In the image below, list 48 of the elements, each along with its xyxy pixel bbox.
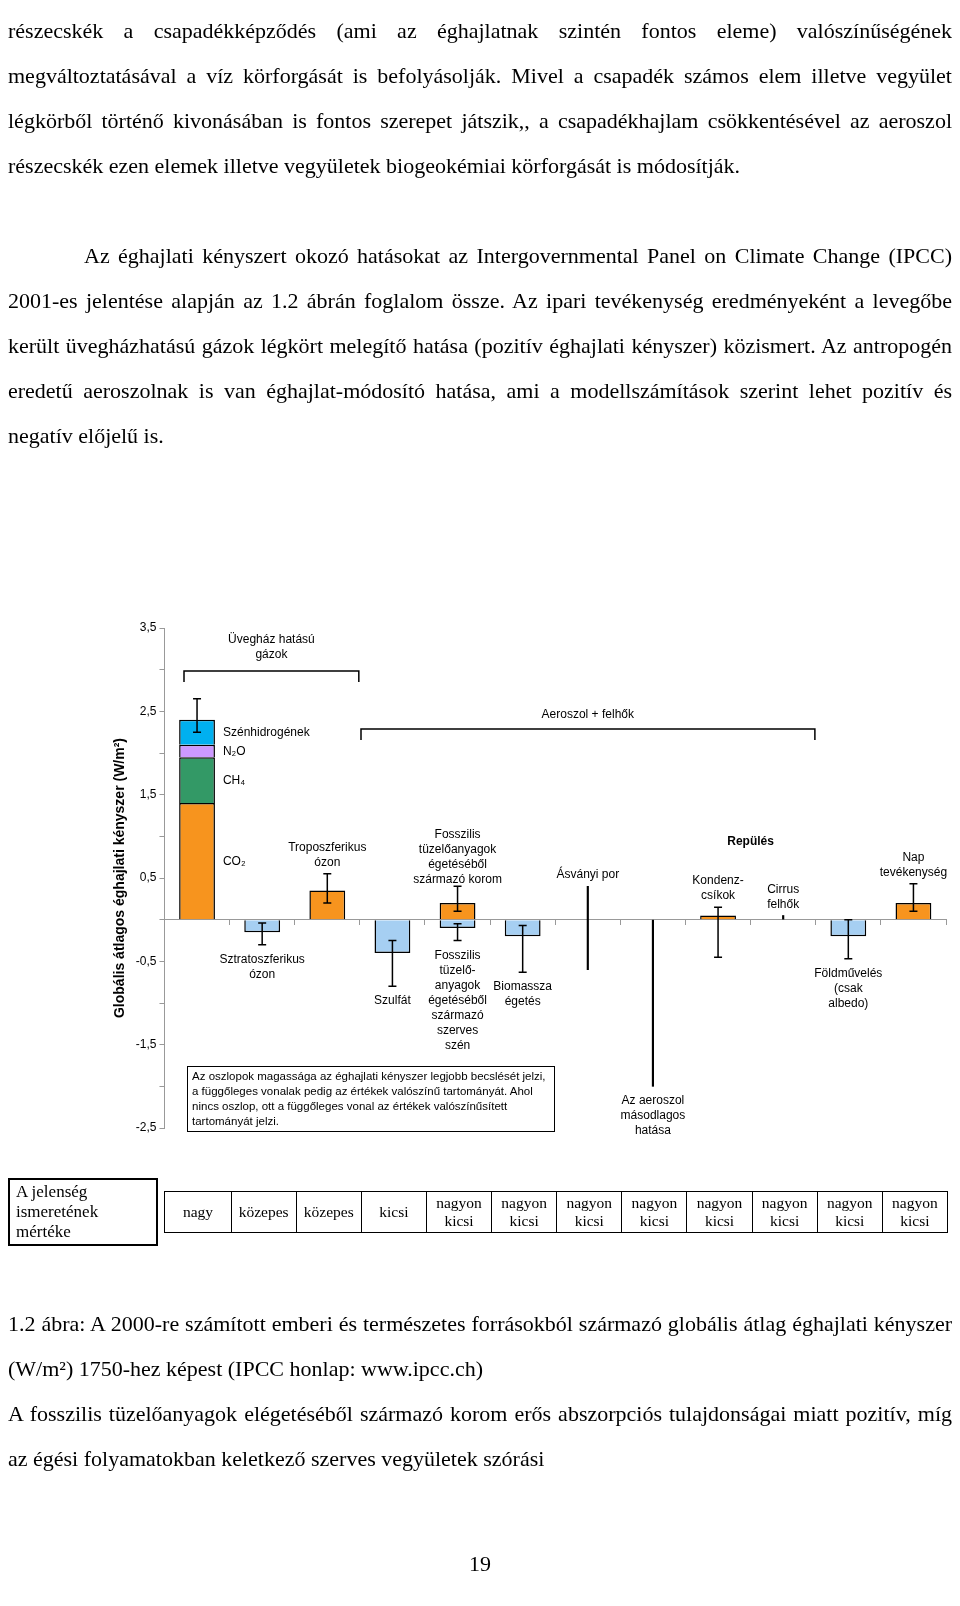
text: nagy [181, 1202, 215, 1222]
text: Fosszilis tüzelő-anyagok égetéséből származó szerves szén [428, 947, 487, 1052]
text: nagyon kicsi [425, 1192, 492, 1232]
text: nagyon kicsi [556, 1192, 622, 1232]
text: kicsi [360, 1192, 426, 1232]
bar [651, 919, 655, 1087]
annotation: Üvegház hatású gázok [227, 631, 316, 662]
y-axis-title: Globális átlagos éghajlati kényszer (W/m²) [111, 737, 128, 1019]
y-tick-label: -1,5 [135, 1036, 157, 1051]
bar [586, 886, 589, 970]
x-tick-label: Az aeroszol másodlagos hatása [620, 1093, 686, 1138]
x-tick-label: Kondenz-csíkok [692, 873, 744, 903]
text: A jelenség ismeretének mértéke [8, 1178, 158, 1246]
x-tick-label: Biomassza égetés [493, 979, 553, 1009]
series-label: Szénhidrogének [222, 725, 311, 740]
x-tick-label: Nap tevékenység [879, 849, 948, 879]
text: 19 [468, 1550, 492, 1578]
text: Fosszilis tüzelőanyagok égetéséből származó korom [413, 827, 502, 887]
annotation: Aeroszol + felhők [541, 707, 634, 722]
x-tick-label: Földművelés (csak albedo) [814, 965, 883, 1010]
y-tick-label: -2,5 [135, 1120, 157, 1135]
text: nagyon kicsi [621, 1192, 687, 1232]
text: közepes [230, 1192, 296, 1232]
series-label: N₂O [222, 743, 246, 758]
y-tick-label: -0,5 [135, 953, 157, 968]
text: nagyon kicsi [881, 1192, 947, 1232]
text: A fosszilis tüzelőanyagok elégetéséből származó korom erős abszorpciós tulajdonságai miatt pozitív, míg az égési folyamatokban keletkező szerves vegyületek szórási [8, 1400, 952, 1473]
y-tick-label: 2,5 [139, 703, 157, 718]
text: részecskék a csapadékképződés (ami az éghajlatnak szintén fontos eleme) valószínűségének megváltoztatásával a víz körforgását is befolyásolják. Mivel a csapadék számos elem illetve vegyület légkörből történő kivonásában is fontos szerepet játszik,, a csapadékhajlam csökkentésével az aeroszol részecskék ezen elemek illetve vegyületek biogeokémiai körforgását is módosítják. [8, 17, 952, 180]
annotation: Az oszlopok magassága az éghajlati kényszer legjobb becslését jelzi, a függőleges vonalak pedig az értékek valószínű tartományát. Ahol nincs oszlop, ott a függőleges vonal az értékek valószínűsített tartományát jelzi. [187, 1065, 556, 1132]
x-tick-label: Szulfát [374, 993, 412, 1008]
x-tick-label: Cirrus felhők [767, 881, 801, 911]
y-tick-label: 1,5 [139, 786, 157, 801]
annotation: Repülés [727, 833, 774, 849]
x-tick-label: Troposzferikus ózon [288, 839, 367, 869]
text: 1.2 ábra: A 2000-re számított emberi és természetes forrásokból származó globális átlag éghajlati kényszer (W/m²) 1750-hez képest (IPCC honlap: www.ipcc.ch) [8, 1310, 952, 1383]
text: közepes [295, 1192, 361, 1232]
series-label: CH₄ [222, 773, 246, 788]
text: nagyon kicsi [816, 1192, 882, 1232]
text: nagyon kicsi [751, 1192, 817, 1232]
series-label: CO₂ [222, 854, 246, 869]
x-tick-label: Ásványi por [556, 866, 620, 882]
x-tick-label: Sztratoszferikus ózon [219, 951, 305, 981]
y-tick-label: 0,5 [139, 870, 157, 885]
text: nagyon kicsi [686, 1192, 752, 1232]
y-tick-label: 3,5 [139, 620, 157, 635]
text: Az éghajlati kényszert okozó hatásokat az Intergovernmental Panel on Climate Change (IPCC) 2001-es jelentése alapján az 1.2 ábrán foglalom össze. Az ipari tevékenység eredményeként a levegőbe került üvegházhatású gázok légkört melegítő hatása (pozitív éghajlati kényszer) közismert. Az antropogén eredetű aeroszolnak is van éghajlat-módosító hatása, ami a modellszámítások szerint lehet pozitív és negatív előjelű is. [8, 242, 952, 450]
text: nagyon kicsi [491, 1192, 557, 1232]
